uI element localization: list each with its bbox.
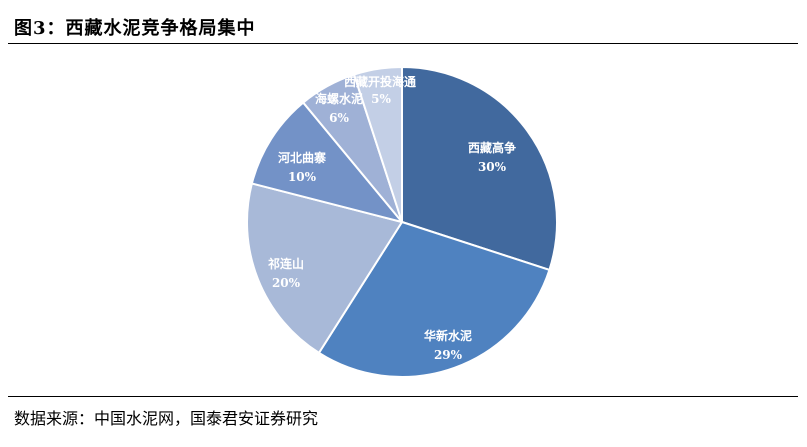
pie-slice-4 <box>250 101 405 224</box>
slice-name-label-6: 西藏开投海通 <box>344 74 416 89</box>
slice-name-label-3: 祁连山 <box>268 256 304 271</box>
slice-name-label-1: 西藏高争 <box>468 140 516 155</box>
slice-name-label-2: 华新水泥 <box>424 328 472 343</box>
pie-chart: 西藏高争 30% 华新水泥 29% 祁连山 20% 河北曲寨 10% 海螺水泥 6% 西藏开投海通 5… <box>246 65 558 378</box>
slice-value-label-3: 20% <box>272 276 301 290</box>
source-bar: 数据来源：中国水泥网，国泰君安证券研究 <box>8 396 798 436</box>
pie-slice-6 <box>352 65 403 223</box>
pie-slices <box>246 65 558 378</box>
slice-value-label-5: 6% <box>329 111 349 125</box>
pie-slice-3 <box>246 182 404 355</box>
figure-title: 图3：西藏水泥竞争格局集中 <box>14 18 256 39</box>
slice-name-label-5: 海螺水泥 <box>315 91 363 106</box>
title-bar: 图3：西藏水泥竞争格局集中 <box>8 4 798 44</box>
pie-slice-2 <box>317 220 551 378</box>
slice-value-label-1: 30% <box>478 160 507 174</box>
slice-value-label-2: 29% <box>434 348 463 362</box>
slice-value-label-4: 10% <box>288 170 317 184</box>
pie-slice-1 <box>401 65 558 272</box>
pie-labels: 西藏高争 30% 华新水泥 29% 祁连山 20% 河北曲寨 10% 海螺水泥 6% 西藏开投海通 5… <box>268 74 516 362</box>
slice-name-label-4: 河北曲寨 <box>277 150 326 165</box>
data-source: 数据来源：中国水泥网，国泰君安证券研究 <box>14 409 319 428</box>
slice-value-label-6: 5% <box>371 92 391 106</box>
